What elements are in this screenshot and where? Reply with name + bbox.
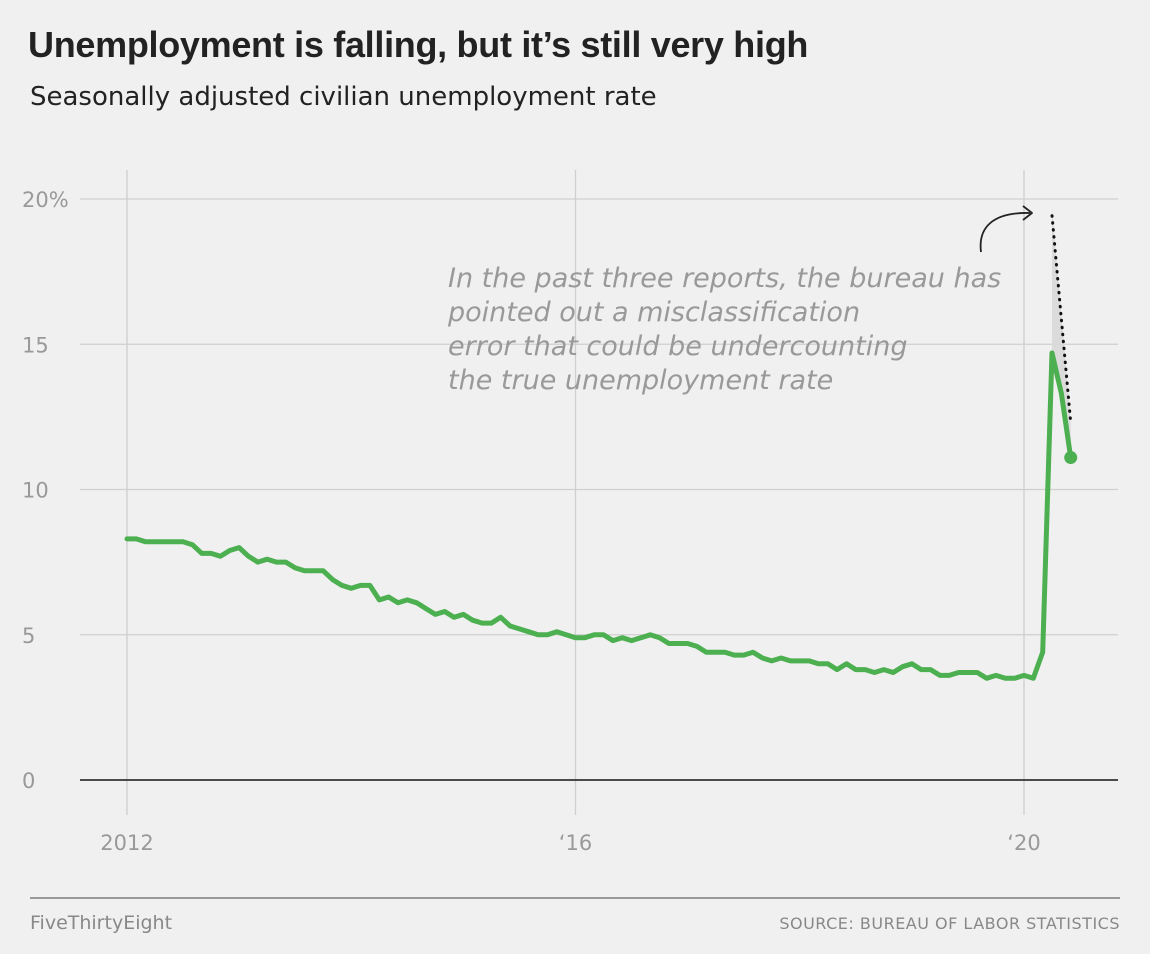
chart-subtitle: Seasonally adjusted civilian unemploymen… [30,82,657,112]
unemployment-line [124,350,1074,681]
y-tick-label: 5 [22,624,35,648]
y-tick-label: 10 [22,479,49,503]
x-tick-label: 2012 [100,831,153,855]
y-tick-label: 0 [22,769,35,793]
latest-point-dot [1064,451,1078,465]
y-tick-label: 15 [22,333,49,357]
footer-divider [30,897,1120,899]
source-note: SOURCE: BUREAU OF LABOR STATISTICS [779,914,1120,933]
brand-label: FiveThirtyEight [30,912,173,934]
y-tick-label: 20% [22,188,69,212]
x-tick-label: ‘16 [559,831,592,855]
annotation-text-line: pointed out a misclassification [447,297,860,328]
misclassification-dotted-line [1050,214,1073,425]
x-tick-label: ‘20 [1007,831,1040,855]
annotation-text-line: In the past three reports, the bureau ha… [448,263,1001,294]
arrow-head-icon [1022,205,1033,221]
annotation-text-line: error that could be undercounting [448,331,907,362]
chart-title: Unemployment is falling, but it’s still … [28,24,809,65]
annotation-arrow [979,212,1031,253]
unemployment-line-chart: In the past three reports, the bureau ha… [22,170,1118,855]
annotation-text-line: the true unemployment rate [448,365,833,396]
